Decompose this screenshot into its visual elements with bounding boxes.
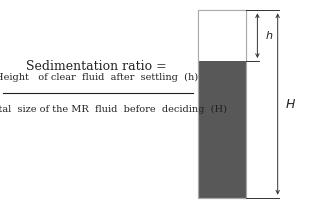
Text: The total  size of the MR  fluid  before  deciding  (H): The total size of the MR fluid before de…: [0, 105, 227, 114]
Text: Height   of clear  fluid  after  settling  (h): Height of clear fluid after settling (h): [0, 72, 198, 82]
Bar: [198, 10, 246, 61]
Text: Sedimentation ratio =: Sedimentation ratio =: [26, 60, 167, 73]
Text: H: H: [285, 98, 295, 110]
Text: h: h: [265, 31, 272, 41]
Bar: [198, 10, 246, 198]
Bar: [198, 10, 246, 198]
